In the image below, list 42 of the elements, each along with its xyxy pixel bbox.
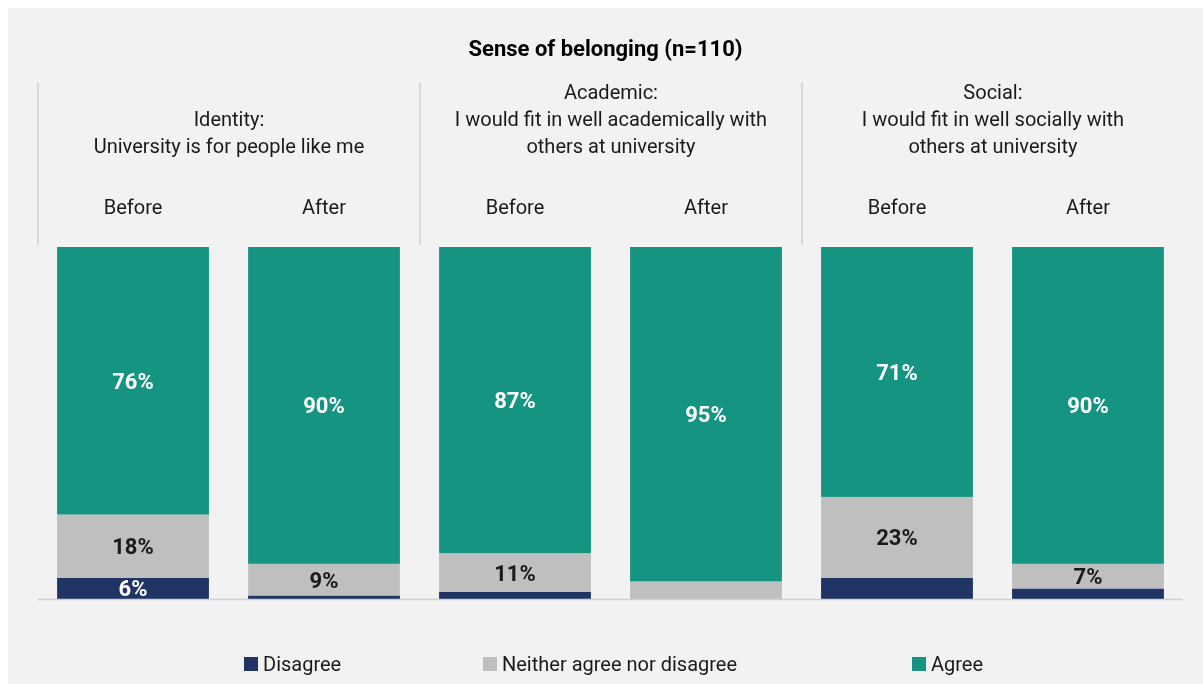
bar — [630, 247, 782, 582]
x-tick-label: After — [302, 195, 347, 219]
data-label: 11% — [494, 560, 536, 586]
bar — [821, 496, 973, 578]
chart-title: Sense of belonging (n=110) — [468, 36, 743, 61]
data-label: 76% — [112, 368, 154, 394]
bar — [248, 563, 400, 596]
bar — [57, 514, 209, 578]
x-tick-label: Before — [103, 195, 163, 219]
bar — [57, 247, 209, 515]
bar — [630, 581, 782, 599]
bar — [57, 577, 209, 599]
text: Academic: I would fit in well academically with others at university — [454, 80, 768, 158]
bar — [821, 577, 973, 599]
legend-label: Neither agree nor disagree — [502, 652, 738, 677]
bar — [1012, 588, 1164, 599]
bar — [248, 595, 400, 599]
data-label: 6% — [118, 576, 148, 602]
data-label: 23% — [876, 525, 918, 551]
data-label: 18% — [112, 534, 154, 560]
legend-label: Disagree — [263, 652, 342, 677]
bar — [439, 247, 591, 554]
x-tick-label: After — [684, 195, 729, 219]
x-tick-label: Before — [485, 195, 545, 219]
data-label: 9% — [309, 567, 339, 593]
bar — [1012, 563, 1164, 589]
legend-label: Agree — [931, 652, 984, 677]
bar — [821, 247, 973, 497]
bar — [1012, 247, 1164, 564]
data-label: 7% — [1073, 564, 1103, 590]
data-label: 95% — [685, 402, 727, 428]
data-label: 90% — [303, 393, 345, 419]
x-tick-label: After — [1066, 195, 1111, 219]
bar — [248, 247, 400, 564]
bar — [439, 591, 591, 599]
text: Identity: University is for people like me — [93, 107, 365, 158]
text: Social: I would fit in well socially with others at university — [861, 80, 1125, 158]
data-label: 71% — [876, 359, 918, 385]
data-label: 87% — [494, 388, 536, 414]
data-label: 90% — [1067, 393, 1109, 419]
bar — [439, 553, 591, 592]
x-tick-label: Before — [867, 195, 927, 219]
